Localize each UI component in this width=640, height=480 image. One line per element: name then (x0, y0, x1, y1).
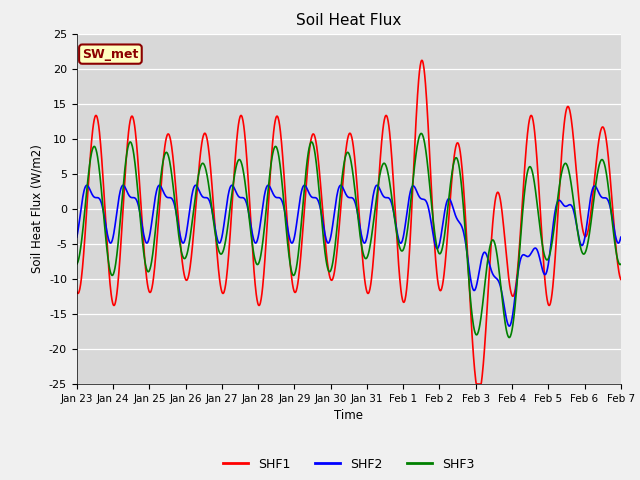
Line: SHF3: SHF3 (77, 133, 621, 337)
SHF3 (300, 195, 307, 201)
SHF3 (506, 335, 513, 340)
SHF1 (522, 143, 530, 149)
SHF3 (287, 262, 294, 267)
SHF2 (156, 182, 163, 188)
Legend: SHF1, SHF2, SHF3: SHF1, SHF2, SHF3 (218, 453, 480, 476)
SHF1 (300, 218, 307, 224)
SHF3 (73, 261, 81, 267)
X-axis label: Time: Time (334, 409, 364, 422)
SHF2 (617, 234, 625, 240)
SHF3 (522, 175, 530, 181)
SHF1 (570, 133, 577, 139)
SHF2 (73, 234, 81, 240)
SHF1 (73, 289, 81, 295)
SHF1 (193, 189, 201, 195)
Text: SW_met: SW_met (82, 48, 139, 60)
Line: SHF1: SHF1 (77, 60, 621, 384)
SHF2 (300, 182, 308, 188)
SHF1 (617, 276, 625, 282)
Line: SHF2: SHF2 (77, 185, 621, 326)
SHF1 (287, 261, 294, 267)
SHF1 (473, 381, 481, 387)
SHF2 (522, 253, 530, 259)
SHF2 (287, 239, 294, 244)
SHF3 (433, 242, 440, 248)
Title: Soil Heat Flux: Soil Heat Flux (296, 13, 401, 28)
Y-axis label: Soil Heat Flux (W/m2): Soil Heat Flux (W/m2) (30, 144, 44, 273)
SHF3 (193, 181, 201, 187)
SHF2 (433, 245, 440, 251)
SHF2 (570, 206, 577, 212)
SHF3 (617, 261, 625, 267)
SHF3 (417, 131, 425, 136)
SHF2 (506, 323, 513, 329)
SHF1 (433, 266, 440, 272)
SHF3 (570, 195, 577, 201)
SHF1 (418, 58, 426, 63)
SHF2 (193, 184, 201, 190)
